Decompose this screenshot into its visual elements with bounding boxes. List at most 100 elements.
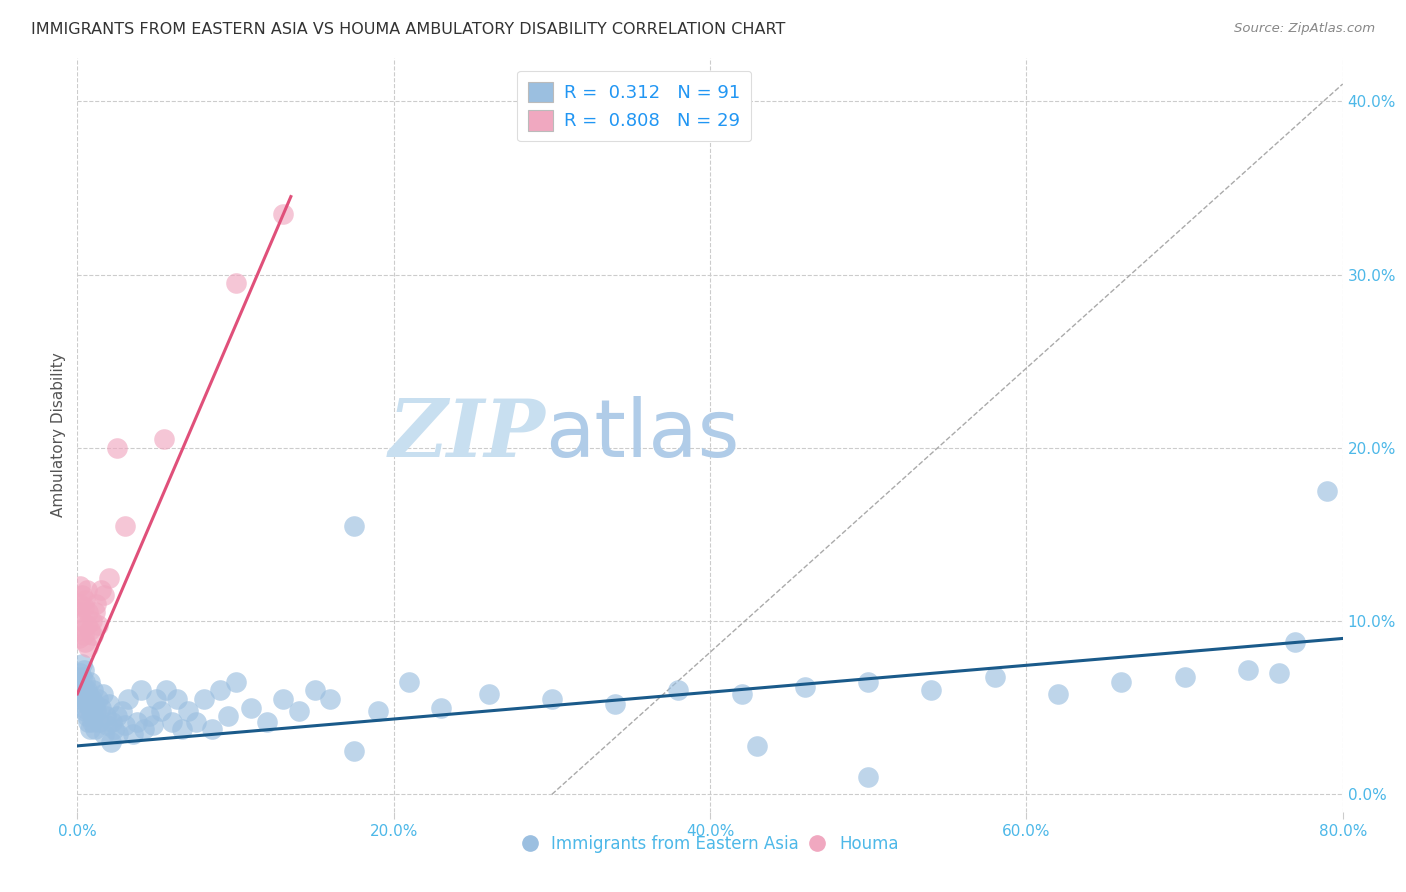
Point [114, 718, 136, 732]
Point [184, 714, 207, 729]
Point [77, 606, 100, 620]
Point [1316, 484, 1339, 499]
Point [114, 518, 136, 533]
Point [75, 635, 97, 649]
Point [398, 674, 420, 689]
Point [271, 207, 294, 221]
Point [80, 692, 103, 706]
Point [69, 579, 91, 593]
Point [731, 687, 754, 701]
Point [87, 692, 110, 706]
Point [93, 588, 115, 602]
Point [73, 663, 96, 677]
Point [225, 277, 247, 291]
Point [256, 714, 278, 729]
Point [67, 606, 90, 620]
Point [145, 692, 167, 706]
Point [304, 683, 326, 698]
Point [668, 683, 690, 698]
Point [540, 692, 562, 706]
Legend: Immigrants from Eastern Asia, Houma: Immigrants from Eastern Asia, Houma [515, 829, 905, 860]
Point [79, 722, 101, 736]
Point [605, 698, 627, 712]
Point [107, 727, 129, 741]
Point [177, 704, 200, 718]
Point [201, 722, 224, 736]
Point [103, 722, 125, 736]
Point [127, 714, 149, 729]
Point [343, 518, 366, 533]
Point [1173, 669, 1195, 683]
Point [75, 704, 97, 718]
Point [82, 683, 104, 698]
Point [1046, 687, 1069, 701]
Point [166, 692, 188, 706]
Point [225, 674, 247, 689]
Point [70, 588, 93, 602]
Point [343, 744, 366, 758]
Point [69, 623, 91, 637]
Point [76, 683, 98, 698]
Point [208, 683, 231, 698]
Point [101, 714, 124, 729]
Point [1268, 666, 1291, 681]
Text: Source: ZipAtlas.com: Source: ZipAtlas.com [1234, 22, 1375, 36]
Point [162, 714, 183, 729]
Point [1284, 635, 1306, 649]
Point [271, 692, 294, 706]
Point [67, 632, 90, 646]
Point [96, 718, 118, 732]
Point [82, 628, 104, 642]
Point [73, 600, 96, 615]
Point [80, 714, 103, 729]
Point [90, 582, 112, 597]
Point [150, 704, 173, 718]
Point [132, 722, 155, 736]
Point [69, 597, 91, 611]
Point [77, 714, 100, 729]
Point [858, 770, 880, 784]
Point [94, 709, 117, 723]
Point [69, 692, 91, 706]
Point [76, 617, 98, 632]
Point [70, 657, 93, 672]
Point [90, 700, 112, 714]
Point [1111, 674, 1133, 689]
Text: IMMIGRANTS FROM EASTERN ASIA VS HOUMA AMBULATORY DISABILITY CORRELATION CHART: IMMIGRANTS FROM EASTERN ASIA VS HOUMA AM… [31, 22, 786, 37]
Point [70, 669, 93, 683]
Point [747, 739, 769, 753]
Point [83, 698, 105, 712]
Point [794, 680, 817, 694]
Point [73, 683, 96, 698]
Point [77, 640, 100, 654]
Point [193, 692, 215, 706]
Point [83, 606, 105, 620]
Point [67, 674, 90, 689]
Point [76, 582, 98, 597]
Point [921, 683, 943, 698]
Point [76, 709, 98, 723]
Point [89, 714, 111, 729]
Point [75, 593, 97, 607]
Point [121, 727, 143, 741]
Point [98, 571, 120, 585]
Point [86, 597, 108, 611]
Point [367, 704, 389, 718]
Point [83, 722, 105, 736]
Point [73, 700, 96, 714]
Text: ZIP: ZIP [388, 396, 546, 474]
Point [70, 687, 93, 701]
Point [217, 709, 239, 723]
Point [142, 718, 165, 732]
Point [79, 623, 101, 637]
Point [138, 709, 160, 723]
Point [129, 683, 152, 698]
Point [170, 722, 193, 736]
Point [288, 704, 311, 718]
Point [155, 683, 177, 698]
Point [80, 614, 103, 628]
Point [77, 687, 100, 701]
Point [82, 709, 104, 723]
Point [98, 698, 120, 712]
Point [1237, 663, 1260, 677]
